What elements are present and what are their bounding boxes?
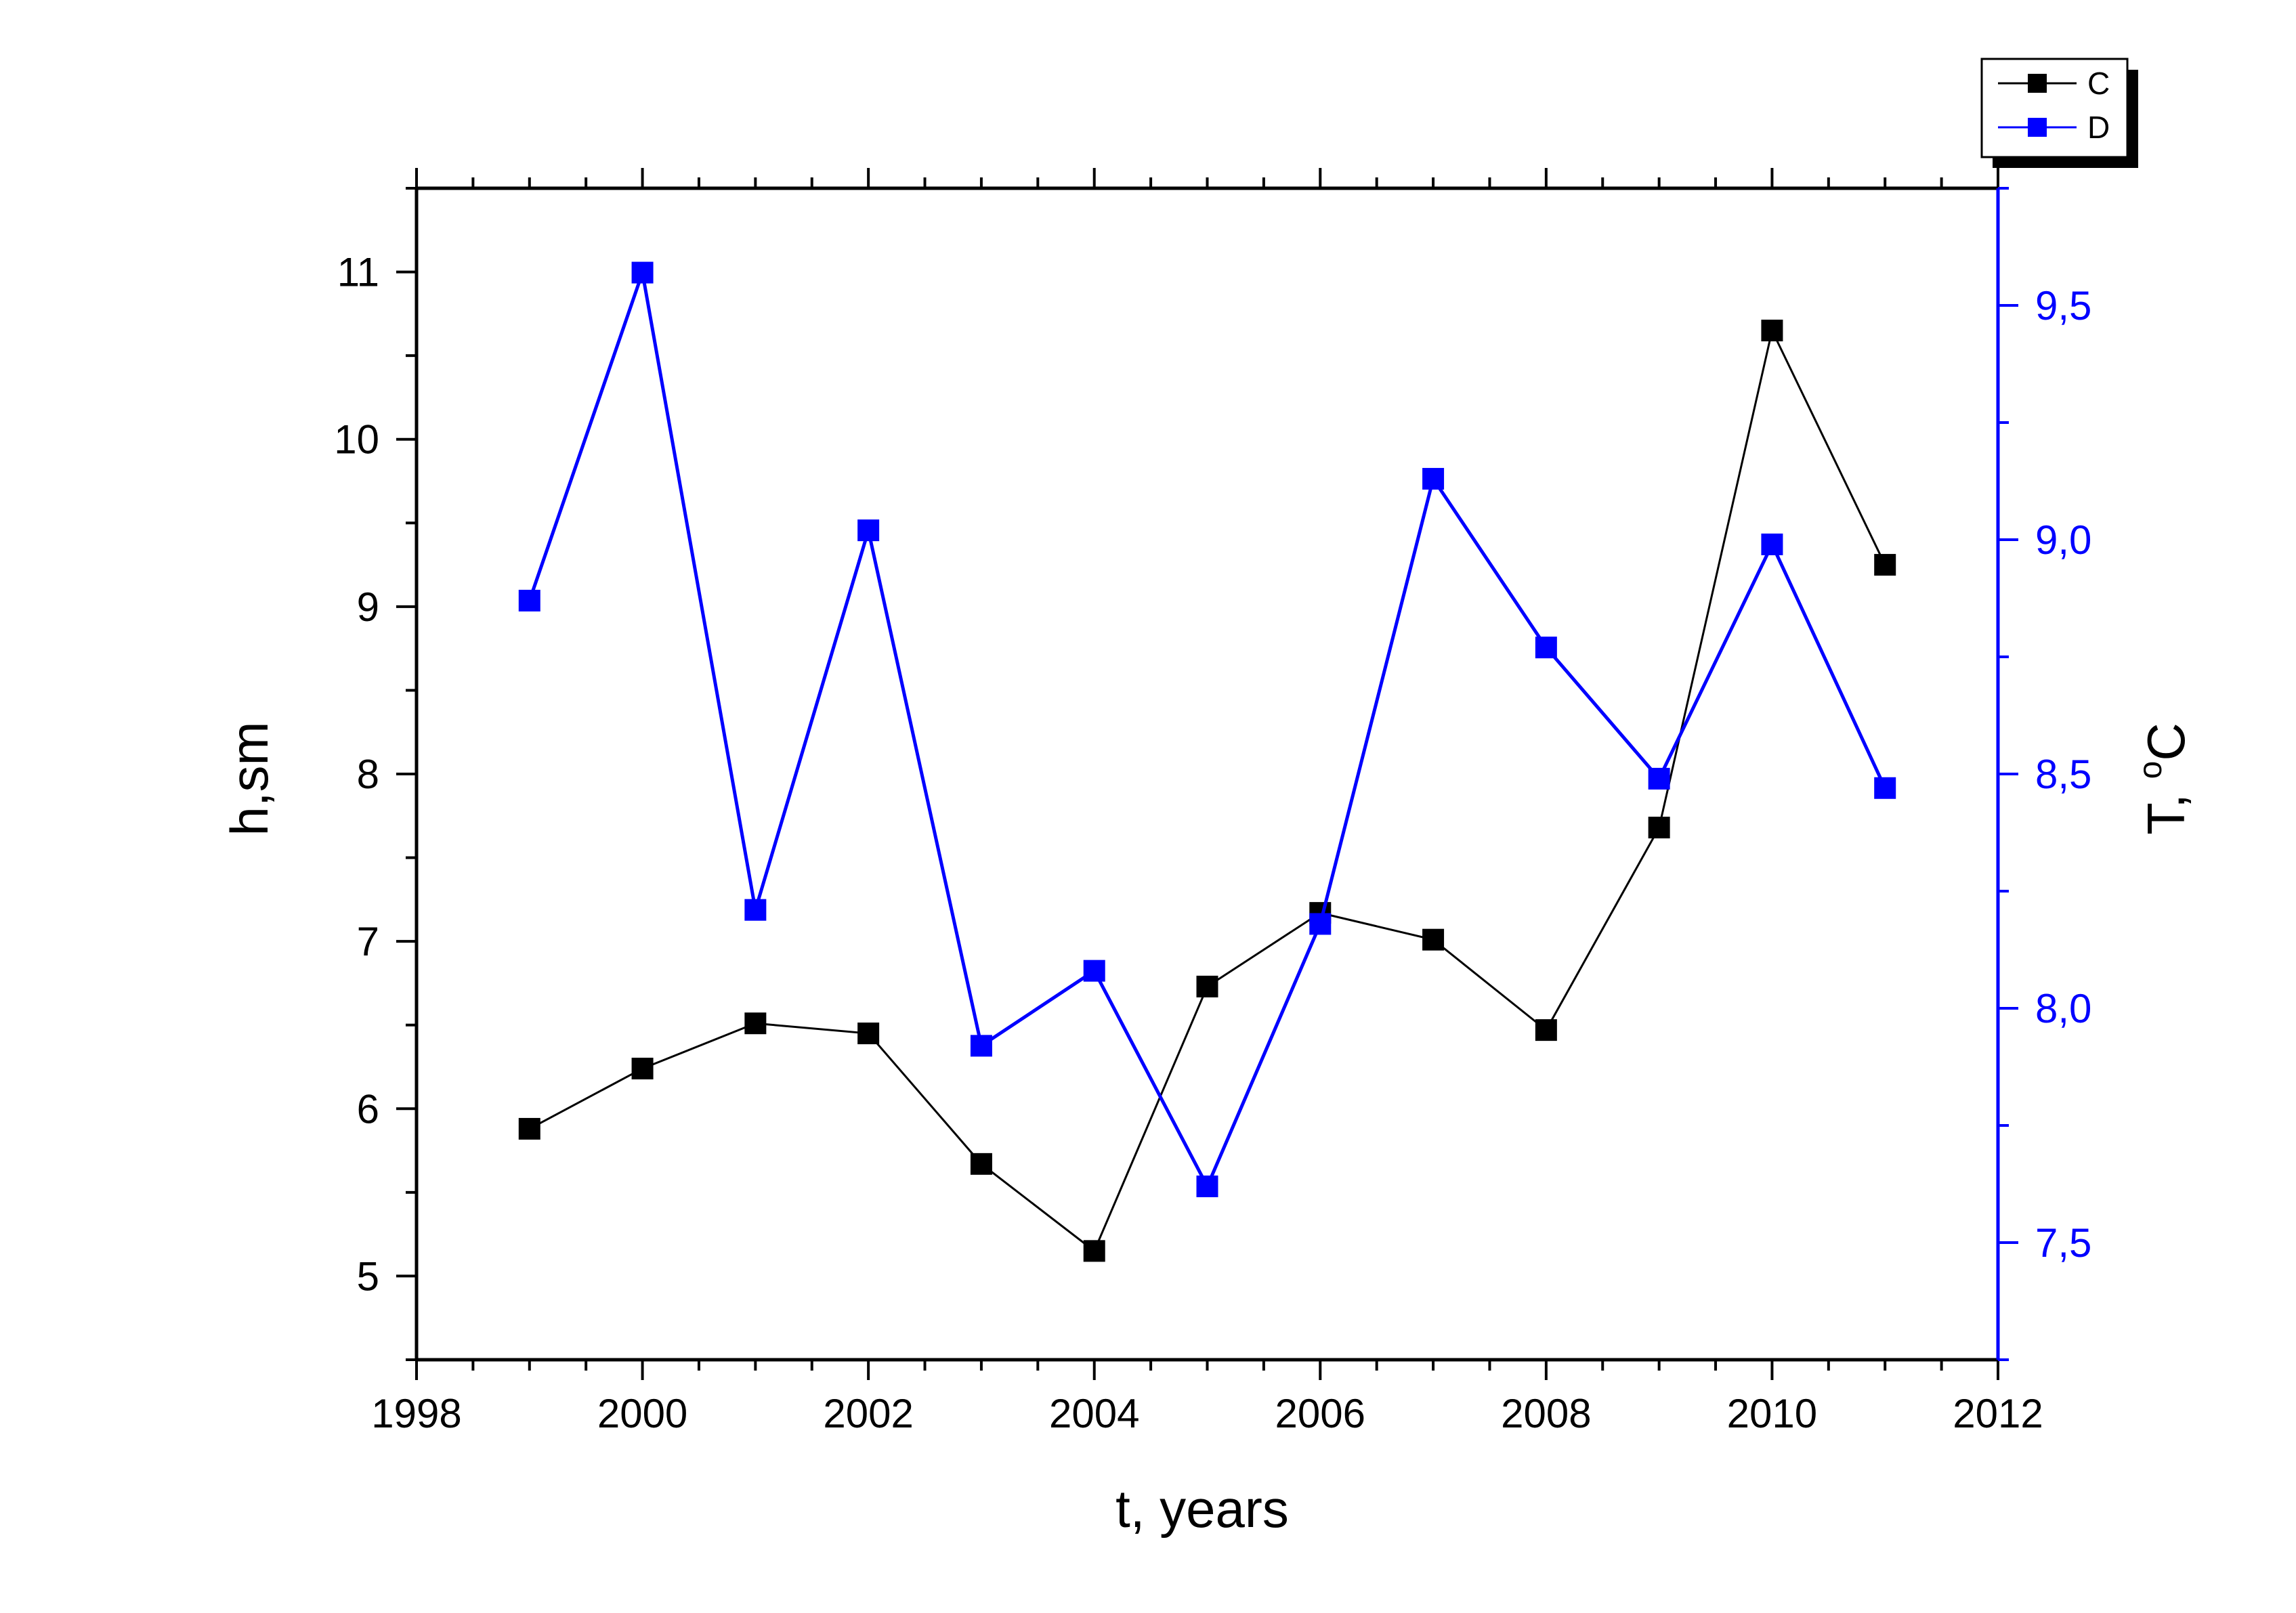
x-tick-label: 2004: [1049, 1391, 1139, 1436]
series-line-d: [528, 265, 1887, 1190]
x-tick-label: 2008: [1501, 1391, 1591, 1436]
data-point-c: [857, 1023, 880, 1045]
right-axis-title: T, oC: [2133, 723, 2196, 834]
legend-label-c: C: [2087, 66, 2110, 101]
right-tick-label: 9,5: [2035, 283, 2091, 328]
left-tick-label: 9: [357, 584, 379, 630]
data-point-d: [970, 1035, 992, 1057]
legend-label-d: D: [2087, 110, 2110, 145]
series-layer: [518, 261, 1896, 1262]
right-tick-label: 7,5: [2035, 1220, 2091, 1266]
data-point-c: [970, 1153, 992, 1175]
data-point-c: [744, 1012, 767, 1035]
legend-box: [1980, 58, 2129, 158]
data-point-c: [1422, 928, 1445, 951]
x-axis-ticks: 1998 2000 2002 2004 2006 2008 2010 2012: [371, 168, 2043, 1436]
data-point-d: [1309, 913, 1332, 935]
data-point-c: [1083, 1240, 1105, 1262]
data-point-c: [1648, 817, 1670, 839]
left-tick-label: 6: [357, 1086, 379, 1132]
left-tick-label: 8: [357, 752, 379, 797]
data-point-c: [518, 1117, 540, 1140]
left-tick-label: 10: [334, 417, 379, 463]
right-axis-title-unit: C: [2136, 723, 2196, 760]
data-point-c: [631, 1057, 654, 1079]
right-tick-label: 9,0: [2035, 517, 2091, 563]
data-point-d: [518, 589, 540, 611]
right-axis-ticks: 7,5 8,0 8,5 9,0 9,5: [1998, 187, 2091, 1361]
x-tick-label: 2002: [823, 1391, 913, 1436]
x-tick-label: 2010: [1727, 1391, 1817, 1436]
legend: C D: [1980, 58, 2138, 168]
right-axis-title-sup: o: [2133, 761, 2169, 779]
right-tick-label: 8,5: [2035, 752, 2091, 797]
left-tick-label: 5: [357, 1253, 379, 1299]
x-tick-label: 2000: [597, 1391, 687, 1436]
data-point-c: [1874, 554, 1896, 576]
data-point-c: [1196, 975, 1218, 997]
left-tick-label: 11: [337, 250, 379, 295]
data-point-c: [1761, 320, 1783, 342]
x-tick-label: 2006: [1275, 1391, 1365, 1436]
left-axis-title: h,sm: [219, 721, 279, 836]
right-tick-label: 8,0: [2035, 986, 2091, 1031]
data-point-d: [744, 899, 767, 921]
legend-marker-d: [2028, 118, 2047, 137]
data-point-d: [1083, 960, 1105, 982]
right-axis-title-main: T,: [2136, 779, 2196, 834]
left-axis-ticks: 5 6 7 8 9 10 11: [334, 187, 417, 1361]
legend-marker-c: [2028, 74, 2047, 93]
data-point-d: [1874, 777, 1896, 799]
data-point-c: [1535, 1019, 1557, 1041]
x-tick-label: 1998: [371, 1391, 461, 1436]
data-point-d: [1761, 533, 1783, 555]
left-tick-label: 7: [357, 919, 379, 964]
data-point-d: [857, 519, 880, 542]
x-axis-title: t, years: [1115, 1479, 1289, 1539]
data-point-d: [1535, 637, 1557, 659]
x-tick-label: 2012: [1953, 1391, 2043, 1436]
data-point-d: [1422, 468, 1445, 490]
data-point-d: [631, 261, 654, 284]
data-point-d: [1196, 1175, 1218, 1197]
data-point-d: [1648, 767, 1670, 790]
